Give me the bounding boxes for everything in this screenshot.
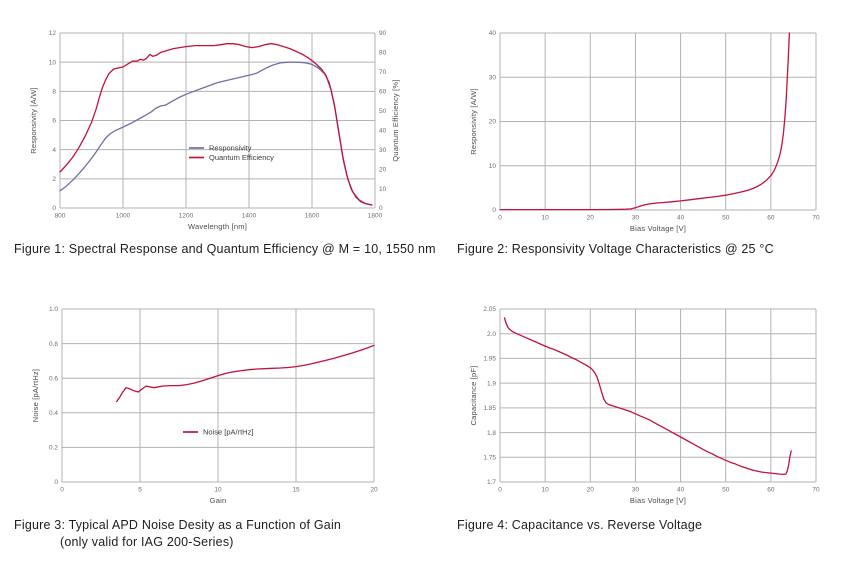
y-tick-label: 1.9 [487, 380, 496, 387]
y-tick-label: 30 [489, 74, 497, 81]
figure-1-caption-line: Figure 1: Spectral Response and Quantum … [14, 242, 436, 256]
y-tick-label: 4 [52, 147, 56, 154]
legend-label: Quantum Efficiency [209, 153, 274, 162]
chart-4-group: 0 10 20 30 40 50 60 70 1.7 1.75 1.8 1.85 1.9 1.95 2.0 2… [469, 306, 820, 505]
figure-3-caption-line2: (only valid for IAG 200-Series) [60, 535, 234, 549]
y-tick-label: 2.05 [483, 306, 496, 313]
x-tick-label: 1200 [179, 213, 194, 220]
x-tick-label: 0 [498, 487, 502, 494]
x-axis-label: Bias Voltage [V] [630, 496, 686, 505]
x-tick-label: 10 [542, 487, 550, 494]
y2-tick-label: 90 [379, 30, 387, 37]
y-axis-label: Responsivity [A/W] [469, 88, 478, 155]
y-axis-label: Responsivity [A/W] [29, 87, 38, 154]
y-tick-label: 0 [54, 479, 58, 486]
figure-2-caption-line: Figure 2: Responsivity Voltage Character… [457, 242, 774, 256]
x-tick-label: 0 [60, 487, 64, 494]
y-tick-label: 2.0 [487, 331, 496, 338]
y-tick-label: 0.2 [49, 445, 58, 452]
y-axis-label: Capacitance [pF] [469, 366, 478, 426]
x-axis-label: Bias Voltage [V] [630, 224, 686, 233]
figure-2-chart: 0 10 20 30 40 50 60 70 0 10 20 30 40 Bias Voltage [V]… [469, 30, 820, 233]
x-tick-label: 20 [587, 215, 595, 222]
y2-tick-label: 50 [379, 108, 387, 115]
y-tick-label: 0 [492, 207, 496, 214]
x-tick-label: 70 [812, 487, 820, 494]
y2-axis-label: Quantum Efficiency [%] [391, 79, 400, 161]
y2-tick-label: 10 [379, 186, 387, 193]
y-tick-label: 12 [49, 30, 57, 37]
figure-3-caption-line: Figure 3: Typical APD Noise Desity as a … [14, 518, 342, 532]
y-axis-label: Noise [pA/rtHz] [31, 369, 40, 422]
legend-label: Noise [pA/rtHz] [203, 428, 253, 437]
y-tick-label: 6 [52, 118, 56, 125]
y2-tick-label: 0 [379, 205, 383, 212]
y-tick-label: 1.8 [487, 430, 496, 437]
y-tick-label: 1.0 [49, 306, 58, 313]
x-tick-label: 1800 [368, 213, 383, 220]
y-tick-label: 1.95 [483, 356, 496, 363]
x-axis-label: Gain [210, 496, 227, 505]
series-line-quantum-efficiency [59, 43, 373, 206]
x-tick-label: 20 [370, 487, 378, 494]
x-tick-label: 60 [767, 487, 775, 494]
x-tick-label: 1000 [116, 213, 131, 220]
y-tick-label: 1.7 [487, 479, 496, 486]
y2-tick-label: 40 [379, 127, 387, 134]
x-tick-label: 10 [214, 487, 222, 494]
y-tick-label: 8 [52, 89, 56, 96]
y-tick-label: 1.85 [483, 405, 496, 412]
x-axis-label: Wavelength [nm] [188, 222, 247, 231]
x-tick-label: 1600 [305, 213, 320, 220]
y2-tick-label: 60 [379, 89, 387, 96]
y2-tick-label: 70 [379, 69, 387, 76]
x-tick-label: 15 [292, 487, 300, 494]
y2-tick-label: 20 [379, 166, 387, 173]
y-tick-label: 0.6 [49, 375, 58, 382]
figure-4-caption: Figure 4: Capacitance vs. Reverse Voltag… [457, 517, 702, 534]
x-tick-label: 20 [587, 487, 595, 494]
chart-2-group: 0 10 20 30 40 50 60 70 0 10 20 30 40 Bias Voltage [V]… [469, 30, 820, 233]
y-tick-label: 0.8 [49, 341, 58, 348]
series-line-responsivity [499, 32, 791, 211]
x-tick-label: 10 [542, 215, 550, 222]
figure-1-caption: Figure 1: Spectral Response and Quantum … [14, 241, 436, 258]
x-tick-label: 60 [767, 215, 775, 222]
figure-1-chart: 800 1000 1200 1400 1600 180002468101201020304… [29, 30, 400, 231]
figure-2-caption: Figure 2: Responsivity Voltage Character… [457, 241, 774, 258]
figure-4-caption-line: Figure 4: Capacitance vs. Reverse Voltag… [457, 518, 703, 532]
legend-label: Responsivity [209, 144, 252, 153]
y2-tick-label: 30 [379, 147, 387, 154]
chart-1-group: 800 1000 1200 1400 1600 180002468101201020304… [29, 30, 400, 231]
series-line-noise [115, 344, 375, 403]
x-tick-label: 50 [722, 215, 730, 222]
figure-4-chart: 0 10 20 30 40 50 60 70 1.7 1.75 1.8 1.85 1.9 1.95 2.0 2… [469, 306, 820, 505]
y-tick-label: 20 [489, 119, 497, 126]
x-tick-label: 30 [632, 215, 640, 222]
chart-3-group: 0 5 10 15 20 0 0.2 0.4 0.6 0.8 1.0 Gain Noise [pA/rt… [31, 306, 378, 505]
y-tick-label: 10 [489, 163, 497, 170]
x-tick-label: 0 [498, 215, 502, 222]
series-line-capacitance [503, 317, 792, 475]
y-tick-label: 40 [489, 30, 497, 37]
figure-3-chart: 0 5 10 15 20 0 0.2 0.4 0.6 0.8 1.0 Gain Noise [pA/rt… [31, 306, 378, 505]
x-tick-label: 70 [812, 215, 820, 222]
x-tick-label: 800 [55, 213, 66, 220]
x-tick-label: 40 [677, 215, 685, 222]
y-tick-label: 0 [52, 205, 56, 212]
figure-3-caption: Figure 3: Typical APD Noise Desity as a … [14, 517, 341, 551]
x-tick-label: 1400 [242, 213, 257, 220]
x-tick-label: 50 [722, 487, 730, 494]
y-tick-label: 10 [49, 59, 57, 66]
x-tick-label: 30 [632, 487, 640, 494]
x-tick-label: 40 [677, 487, 685, 494]
y-tick-label: 1.75 [483, 454, 496, 461]
y-tick-label: 0.4 [49, 410, 58, 417]
series-line-responsivity [59, 61, 373, 206]
x-tick-label: 5 [138, 487, 142, 494]
y-tick-label: 2 [52, 176, 56, 183]
y2-tick-label: 80 [379, 50, 387, 57]
